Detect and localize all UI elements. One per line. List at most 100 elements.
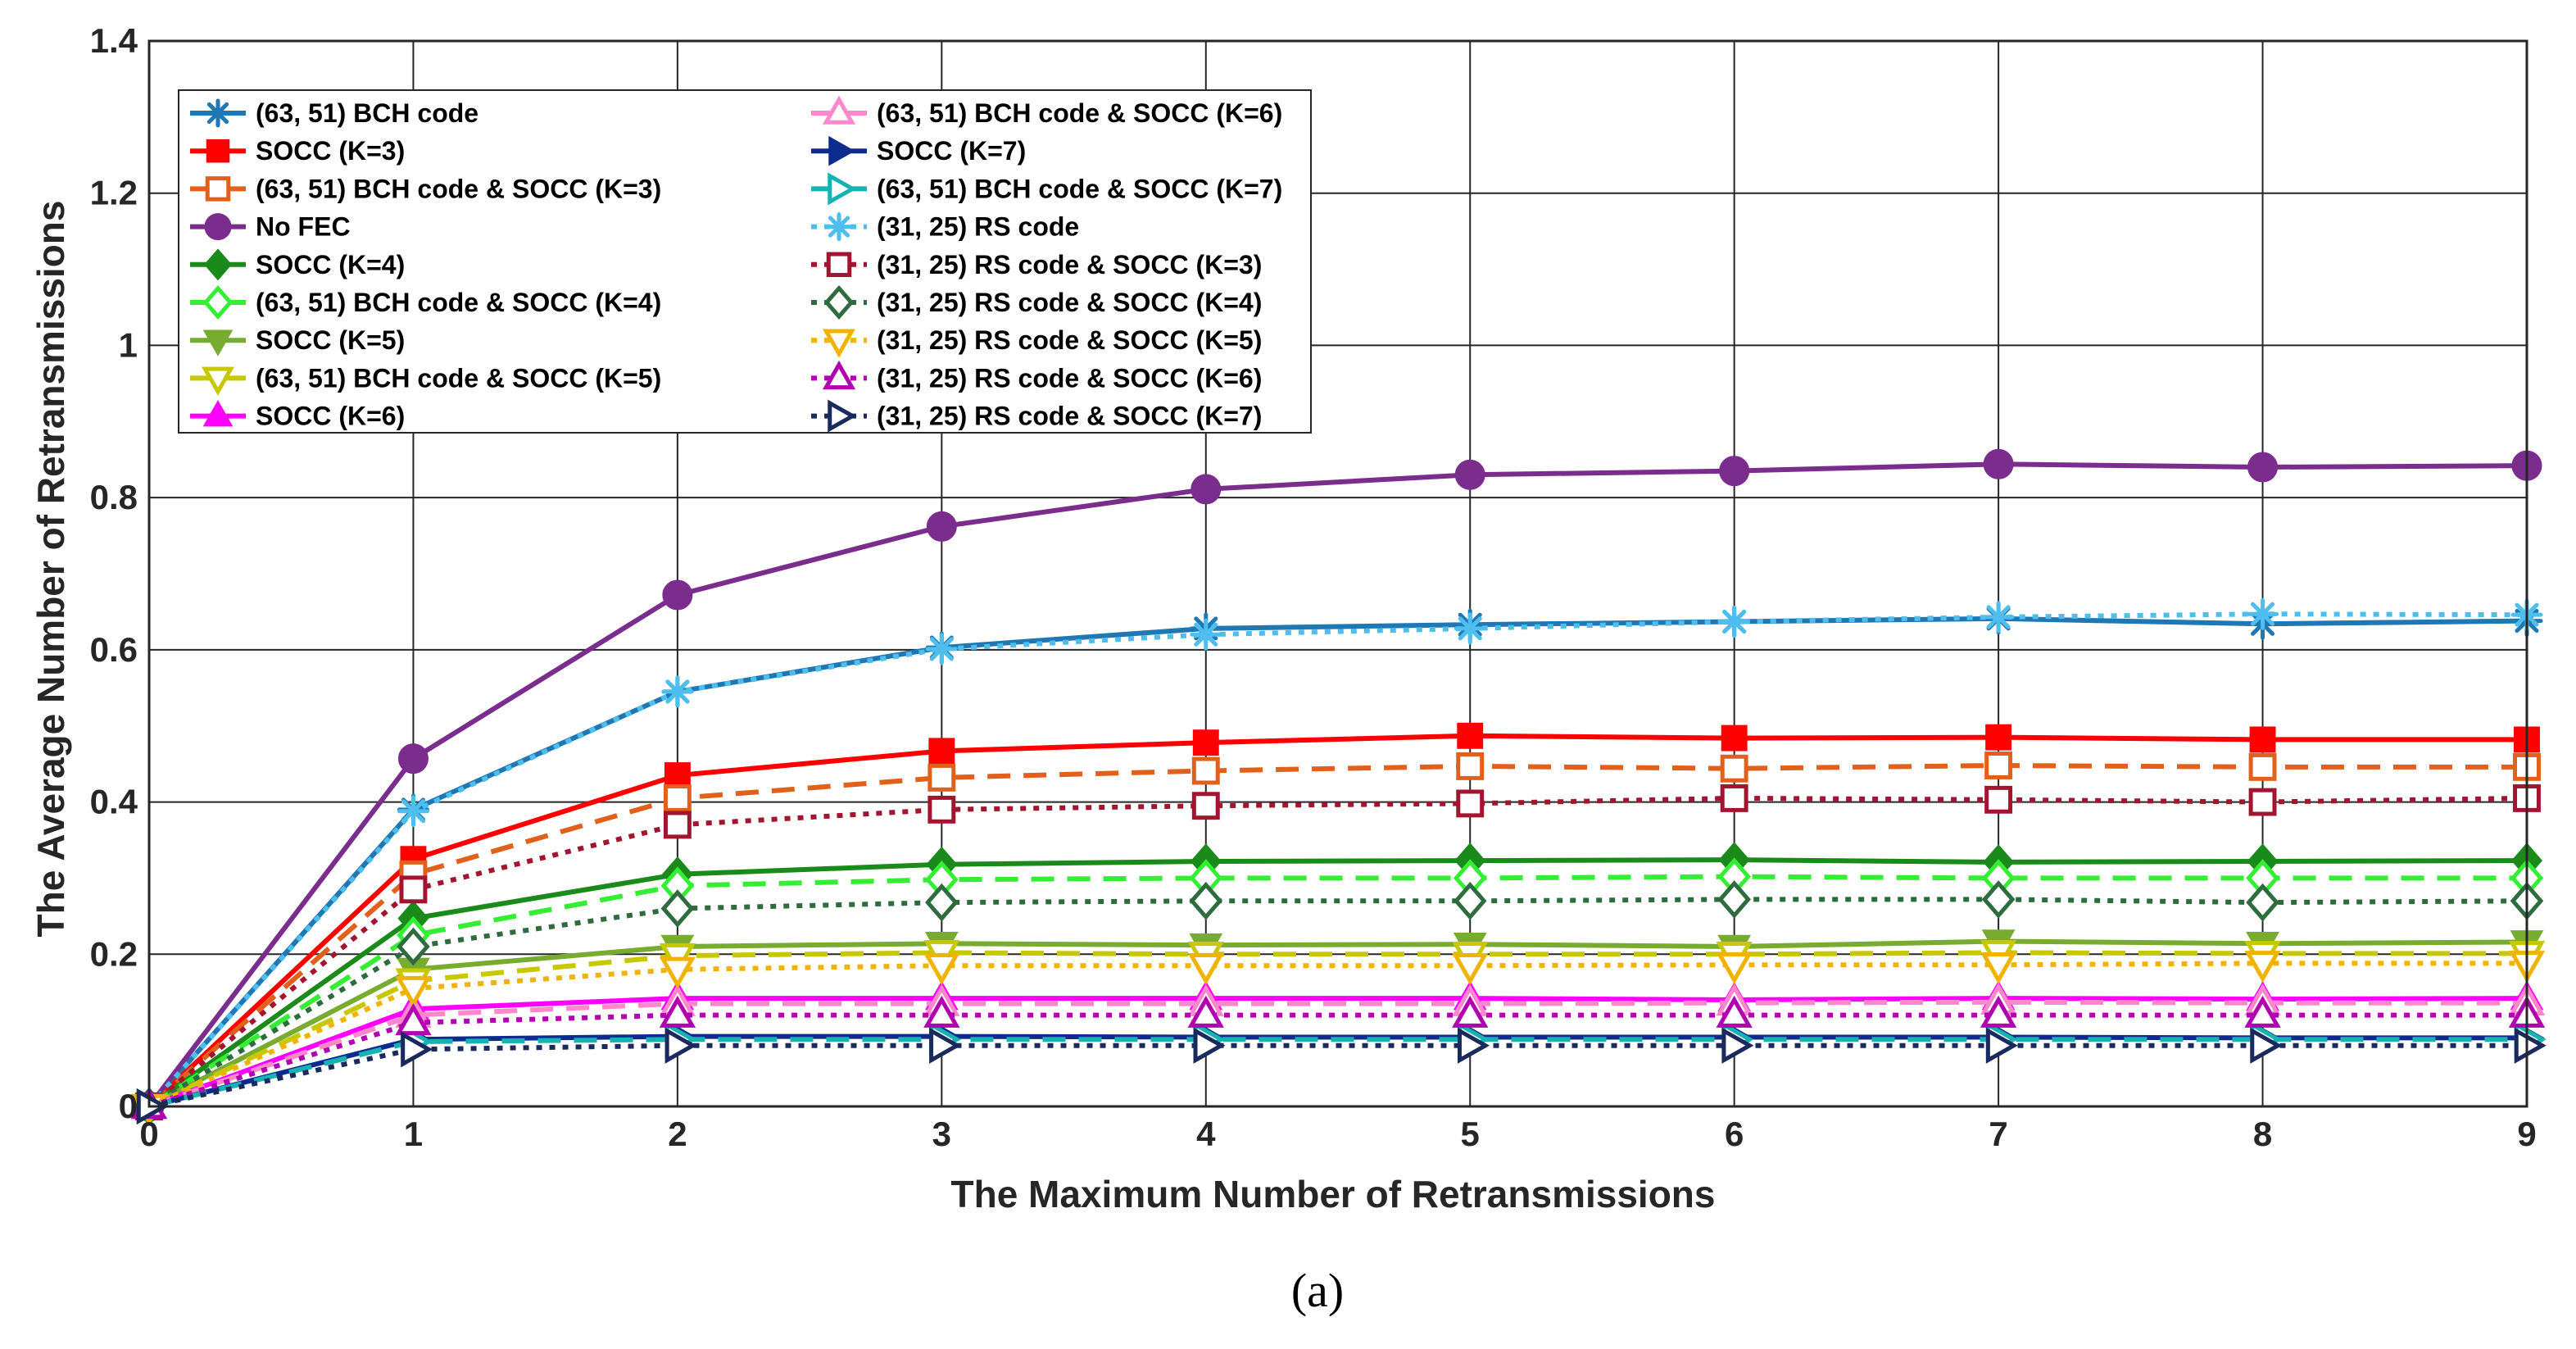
data-point <box>2514 1027 2547 1064</box>
data-point <box>664 1027 697 1064</box>
series-line <box>147 763 2527 1109</box>
legend-item: (31, 25) RS code <box>811 212 1079 242</box>
legend-marker-stroke <box>828 216 850 238</box>
data-point <box>2246 883 2279 922</box>
legend-item: SOCC (K=3) <box>190 136 405 166</box>
series-line <box>147 857 2528 1109</box>
data-point <box>1716 952 1753 985</box>
series-3 <box>134 448 2542 1122</box>
legend-label: SOCC (K=3) <box>256 136 405 166</box>
data-point <box>1720 754 1748 783</box>
legend-label: (31, 25) RS code & SOCC (K=6) <box>877 363 1262 393</box>
data-point <box>395 975 432 1008</box>
legend-marker <box>826 252 852 278</box>
series-line <box>147 897 2528 1109</box>
series-line <box>147 795 2528 1109</box>
legend-marker <box>822 95 856 125</box>
series-line <box>148 1012 2527 1109</box>
data-point <box>2247 452 2279 483</box>
y-tick-label: 1 <box>119 325 138 364</box>
y-axis-label: The Average Number of Retransmissions <box>29 201 72 938</box>
data-point <box>663 811 692 839</box>
data-point <box>1721 724 1748 752</box>
data-point <box>1718 606 1751 638</box>
data-point <box>397 743 429 774</box>
data-point-stroke <box>401 799 425 824</box>
legend-label: No FEC <box>256 212 351 242</box>
tick-labels: 0 1 2 3 4 5 6 7 8 9 0 0.2 0.4 0.6 0.8 1 1.2 1.4 <box>90 21 2537 1153</box>
data-point-stroke <box>1458 616 1482 641</box>
series-line <box>147 961 2527 1109</box>
data-point <box>1980 995 2017 1028</box>
legend-label: (31, 25) RS code & SOCC (K=5) <box>877 325 1262 355</box>
series-line <box>147 611 2528 1109</box>
legend-item: (63, 51) BCH code & SOCC (K=4) <box>190 284 661 320</box>
data-point <box>659 995 696 1028</box>
x-tick-label: 6 <box>1725 1115 1744 1153</box>
legend-marker <box>824 212 854 242</box>
data-point <box>1982 601 2015 634</box>
legend-marker <box>206 139 230 163</box>
legend-label: SOCC (K=5) <box>256 325 405 355</box>
data-point <box>1719 456 1750 487</box>
legend-item: (63, 51) BCH code & SOCC (K=5) <box>190 363 661 396</box>
legend-label: (31, 25) RS code & SOCC (K=7) <box>877 402 1262 431</box>
data-point <box>927 763 956 792</box>
x-tick-label: 8 <box>2253 1115 2272 1153</box>
legend-marker <box>823 284 855 320</box>
data-point <box>1452 952 1489 985</box>
legend-item: SOCC (K=4) <box>190 248 405 281</box>
data-point <box>1193 1027 1226 1064</box>
legend-item: (63, 51) BCH code <box>190 98 478 128</box>
legend-marker <box>828 399 857 433</box>
series-line <box>148 999 2527 1109</box>
data-point <box>927 795 956 824</box>
legend-marker <box>202 284 234 320</box>
legend-label: (63, 51) BCH code & SOCC (K=5) <box>256 363 661 393</box>
x-tick-label: 2 <box>668 1115 687 1153</box>
data-point <box>1720 784 1748 812</box>
data-point <box>1716 995 1753 1028</box>
legend-marker <box>204 248 232 281</box>
data-point <box>1980 952 2017 985</box>
data-point <box>1985 724 2012 751</box>
data-point <box>660 889 695 928</box>
legend-label: (31, 25) RS code & SOCC (K=3) <box>877 250 1262 279</box>
legend-item: (31, 25) RS code & SOCC (K=5) <box>811 325 1262 358</box>
data-point <box>2249 726 2276 753</box>
data-point <box>663 784 692 812</box>
legend-marker <box>202 400 234 427</box>
data-point-stroke <box>2251 602 2275 626</box>
data-point <box>929 1027 962 1064</box>
data-point <box>2250 1027 2283 1064</box>
legend-item: No FEC <box>190 212 351 242</box>
data-point <box>1981 880 2016 919</box>
data-point <box>2244 951 2281 983</box>
data-point <box>1187 995 1224 1028</box>
data-point <box>925 633 958 665</box>
data-point <box>662 579 693 611</box>
legend-marker <box>205 176 231 202</box>
y-tick-label: 0.4 <box>90 783 138 821</box>
legend-label: SOCC (K=4) <box>256 250 405 279</box>
legend-label: (63, 51) BCH code & SOCC (K=3) <box>256 174 661 203</box>
x-tick-label: 1 <box>404 1115 423 1153</box>
legend-marker <box>822 360 856 390</box>
legend-label: (63, 51) BCH code <box>256 98 478 128</box>
data-point <box>1721 1027 1754 1064</box>
data-point <box>397 927 430 966</box>
data-point <box>1453 881 1487 920</box>
series-line <box>148 1042 2527 1109</box>
y-tick-label: 0.8 <box>90 478 138 516</box>
data-point <box>925 883 959 922</box>
data-point <box>401 1031 433 1068</box>
series-line <box>147 938 2528 1109</box>
legend-item: SOCC (K=7) <box>811 135 1026 166</box>
data-point <box>2247 597 2279 630</box>
legend-label: (31, 25) RS code <box>877 212 1079 242</box>
series-line <box>148 1037 2527 1109</box>
x-axis-label: The Maximum Number of Retransmissions <box>951 1173 1716 1215</box>
legend-label: (63, 51) BCH code & SOCC (K=4) <box>256 288 661 317</box>
data-point <box>1452 995 1489 1028</box>
x-tick-label: 3 <box>932 1115 951 1153</box>
